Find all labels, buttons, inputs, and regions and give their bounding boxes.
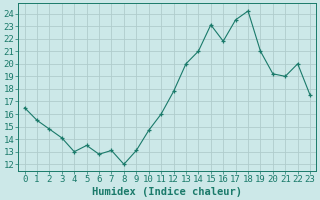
X-axis label: Humidex (Indice chaleur): Humidex (Indice chaleur) [92,186,242,197]
